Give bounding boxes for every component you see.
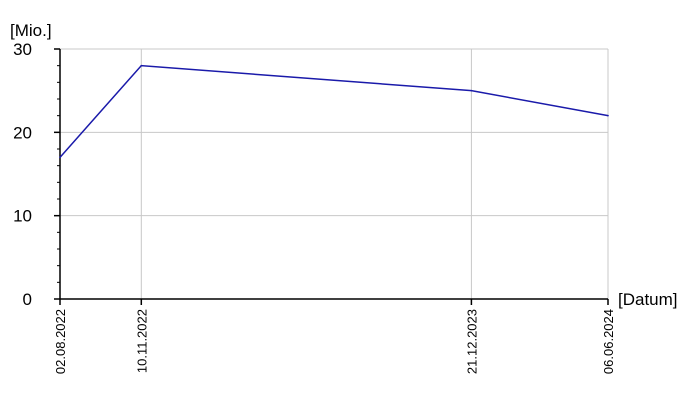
y-tick-label: 0 [23, 290, 32, 309]
y-tick-label: 20 [13, 123, 32, 142]
y-tick-label: 10 [13, 207, 32, 226]
grid [60, 48, 609, 299]
data-point [59, 156, 61, 159]
x-tick-label: 21.12.2023 [464, 309, 479, 374]
x-tick-label: 06.06.2024 [601, 309, 616, 374]
series-line [59, 64, 609, 158]
data-point [470, 89, 473, 92]
data-point [607, 114, 609, 117]
x-tick-label: 02.08.2022 [53, 309, 68, 374]
y-tick-label: 30 [13, 40, 32, 59]
ticks: 0 10 20 30 02.08.2022 10.11.2022 21.12.2023 06.… [13, 40, 616, 374]
y-axis-label: [Mio.] [10, 21, 52, 40]
axes [59, 49, 608, 300]
x-axis-label: [Datum] [618, 290, 678, 309]
x-tick-label: 10.11.2022 [134, 309, 149, 373]
series-layer [59, 64, 609, 159]
data-point [140, 64, 143, 67]
